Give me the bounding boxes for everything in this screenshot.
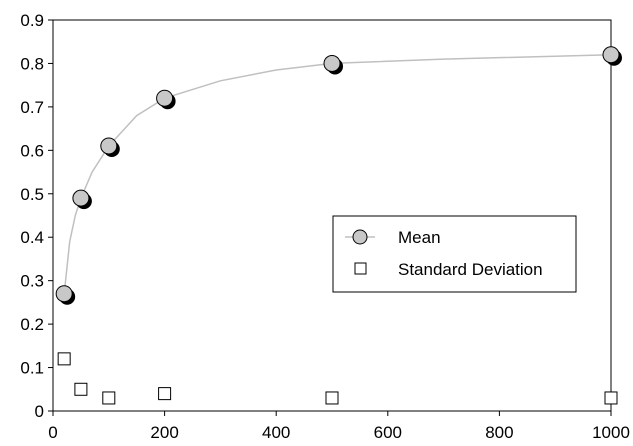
legend-box xyxy=(332,215,577,293)
mean-point xyxy=(323,54,341,72)
mean-point xyxy=(602,46,620,64)
y-tick-label: 0.4 xyxy=(20,228,44,247)
mean-point xyxy=(55,285,73,303)
std-dev-point xyxy=(604,391,618,405)
legend-mean-marker xyxy=(352,229,368,245)
legend: Mean Standard Deviation xyxy=(332,215,577,293)
y-tick-label: 0.7 xyxy=(20,98,44,117)
y-tick-label: 0.9 xyxy=(20,11,44,30)
y-tick-label: 0.1 xyxy=(20,359,44,378)
std-dev-point xyxy=(102,391,116,405)
plot-frame xyxy=(52,19,612,412)
data-marks xyxy=(55,46,622,405)
std-dev-point xyxy=(158,387,172,401)
x-tick-label: 600 xyxy=(374,423,402,442)
mean-point xyxy=(100,137,118,155)
legend-mean-label: Mean xyxy=(398,228,441,247)
y-tick-label: 0.6 xyxy=(20,141,44,160)
y-tick-label: 0.5 xyxy=(20,185,44,204)
x-tick-label: 800 xyxy=(485,423,513,442)
y-tick-label: 0.2 xyxy=(20,315,44,334)
legend-std-label: Standard Deviation xyxy=(398,260,543,279)
legend-std-marker xyxy=(354,262,367,275)
axes: 0 0.1 0.2 0.3 0.4 0.5 0.6 0.7 0.8 0.9 0 200 400 600 80… xyxy=(20,11,630,442)
x-tick-label: 400 xyxy=(262,423,290,442)
mean-point xyxy=(72,189,90,207)
mean-point xyxy=(156,89,174,107)
std-dev-point xyxy=(74,382,88,396)
y-tick-label: 0.8 xyxy=(20,54,44,73)
std-dev-point xyxy=(325,391,339,405)
std-dev-point xyxy=(57,352,71,366)
y-tick-label: 0 xyxy=(35,402,44,421)
x-tick-label: 1000 xyxy=(592,423,630,442)
y-tick-label: 0.3 xyxy=(20,272,44,291)
x-tick-label: 0 xyxy=(48,423,57,442)
x-tick-label: 200 xyxy=(150,423,178,442)
